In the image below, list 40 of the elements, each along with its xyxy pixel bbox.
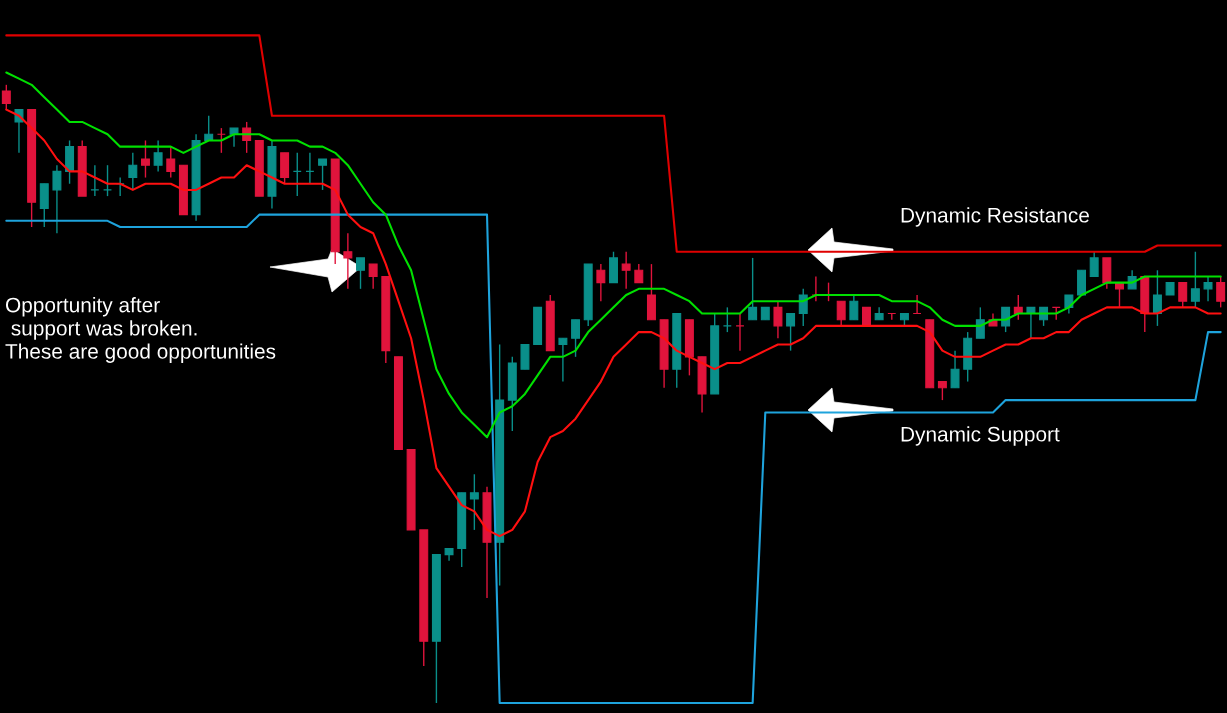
candlestick	[1203, 275, 1213, 302]
candlestick	[52, 164, 62, 234]
candlestick	[621, 251, 631, 290]
candlestick	[773, 300, 783, 339]
candlestick	[950, 349, 960, 389]
candlestick	[634, 263, 644, 284]
candlestick	[469, 473, 479, 531]
candlestick	[798, 288, 808, 327]
candlestick	[128, 152, 138, 191]
candlestick	[937, 380, 947, 401]
candlestick	[748, 257, 758, 321]
candlestick	[356, 257, 365, 290]
candlestick	[368, 263, 378, 290]
annotation: Opportunity after support was broken. These are good opportunities	[5, 297, 276, 363]
candlestick	[558, 337, 568, 383]
candlestick	[343, 232, 353, 290]
candlestick	[153, 139, 163, 173]
candlestick	[318, 158, 328, 191]
candlestick	[975, 306, 985, 339]
candlestick	[140, 139, 150, 179]
candlestick	[735, 312, 745, 352]
annotation: Dynamic Resistance	[901, 207, 1089, 227]
candlestick	[1, 84, 11, 111]
candlestick	[1178, 281, 1188, 309]
candlestick	[1026, 306, 1036, 339]
candlestick	[836, 300, 846, 327]
candlestick	[722, 306, 732, 333]
candlestick	[786, 312, 796, 352]
candlestick	[1001, 306, 1011, 333]
candlestick	[1152, 269, 1162, 327]
candlestick	[166, 145, 176, 179]
candlestick	[90, 164, 100, 197]
candlestick	[849, 294, 859, 321]
candlestick	[1089, 251, 1099, 278]
candlestick	[596, 263, 606, 302]
candlestick	[229, 127, 239, 148]
candlestick	[571, 319, 581, 358]
annotation: Dynamic Support	[901, 426, 1060, 446]
candlestick	[1190, 251, 1200, 309]
candlestick	[1216, 275, 1226, 309]
